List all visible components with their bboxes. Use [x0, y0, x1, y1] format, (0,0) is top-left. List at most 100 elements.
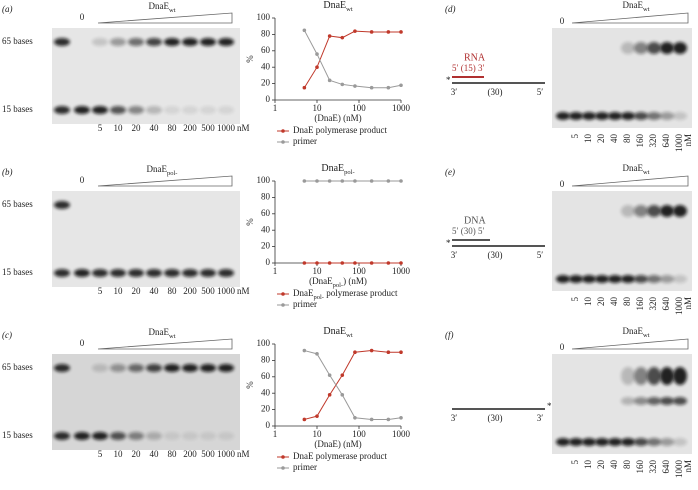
gel-band [647, 205, 661, 217]
series-line [303, 30, 401, 88]
gel-band [647, 367, 661, 385]
data-point [315, 52, 319, 56]
data-point [386, 350, 391, 355]
gel-band [128, 269, 144, 277]
gel-band [621, 397, 635, 405]
data-point [340, 35, 345, 40]
gel-band [556, 438, 570, 446]
gel-band [634, 397, 648, 405]
unit-label: nM [683, 297, 693, 310]
lane-label: 80 [168, 286, 178, 296]
data-point [399, 83, 403, 88]
chart-title-part: wt [346, 6, 353, 13]
gel-band [647, 112, 661, 120]
size-marker: 65 bases [2, 199, 33, 209]
y-tick-label: 40 [261, 61, 271, 71]
gel-band [146, 432, 162, 440]
gel-band [660, 205, 674, 217]
gel-band [164, 432, 180, 440]
lane-label: 10 [114, 449, 124, 459]
lane-label: 1000 [674, 297, 684, 316]
gel-band [110, 269, 126, 277]
panel-label: (d) [445, 4, 456, 14]
gel-band [569, 438, 583, 446]
lane-label: 320 [648, 297, 658, 311]
data-point [369, 179, 374, 183]
gel-band [146, 364, 162, 372]
data-point [327, 393, 332, 397]
gel-title: DnaEwt [623, 163, 650, 176]
gel-band [110, 364, 126, 372]
strand-end: (30) [488, 413, 503, 423]
lane-label: 320 [648, 460, 658, 474]
zero-label: 0 [80, 12, 85, 22]
zero-label: 0 [560, 16, 565, 26]
legend-label-part: primer [293, 136, 317, 146]
unit-label: nM [237, 286, 250, 296]
gradient-triangle [97, 338, 233, 350]
series-line [304, 350, 402, 420]
gel-band [660, 275, 674, 283]
legend-label-part: primer [293, 299, 317, 309]
strand-end: 3′ [451, 250, 458, 260]
lane-label: 40 [150, 449, 160, 459]
gel-title-part: pol- [167, 170, 177, 177]
data-point [386, 261, 391, 265]
lane-label: 20 [132, 286, 142, 296]
data-point [302, 417, 307, 422]
gel-band [200, 38, 216, 46]
x-tick-label: 1000 [392, 103, 411, 113]
y-tick-label: 0 [266, 420, 271, 430]
data-point [399, 179, 403, 183]
data-point [369, 417, 374, 422]
data-point [315, 261, 319, 265]
data-point [386, 85, 391, 90]
strand-end: (30) [488, 87, 503, 97]
lane-label: 40 [609, 297, 619, 307]
gel-band [200, 106, 216, 114]
data-point [369, 261, 374, 265]
gel-band [182, 269, 198, 277]
x-tick-label: 100 [352, 266, 366, 276]
gel-band [164, 269, 180, 277]
data-point [327, 34, 332, 38]
lane-label: 5 [570, 134, 580, 139]
y-tick-label: 60 [261, 208, 271, 218]
lane-label: 80 [168, 449, 178, 459]
legend-marker [281, 292, 285, 296]
x-axis-label-part: pol- [333, 282, 343, 289]
gel-band [146, 106, 162, 114]
gel-band [182, 432, 198, 440]
gel-band [608, 112, 622, 120]
gel-band [660, 112, 674, 120]
gel-band [146, 269, 162, 277]
unit-label: nM [683, 134, 693, 147]
chart-title: DnaEwt [323, 0, 352, 13]
y-tick-label: 60 [261, 371, 271, 381]
lane-label: 500 [201, 286, 215, 296]
panel-label: (b) [2, 167, 13, 177]
y-axis-label: % [245, 381, 255, 389]
x-tick-label: 10 [313, 429, 323, 439]
gel-title-part: wt [643, 332, 650, 339]
lane-label: 80 [622, 134, 632, 144]
gel-band [582, 275, 596, 283]
gel-band [218, 38, 234, 46]
lane-label: 1000 [217, 286, 236, 296]
gel-band [634, 438, 648, 446]
gradient-triangle [97, 175, 233, 187]
size-marker: 15 bases [2, 267, 33, 277]
gel-band [660, 367, 674, 385]
gel-band [621, 367, 635, 385]
gel-band [200, 269, 216, 277]
legend-label-part: DnaE polymerase product [293, 451, 387, 461]
unit-label: nM [237, 123, 250, 133]
lane-label: 640 [661, 297, 671, 311]
lane-label: 10 [583, 460, 593, 470]
legend-label-part: polymerase product [324, 288, 398, 298]
gel-band [595, 112, 609, 120]
data-point [340, 82, 345, 87]
lane-label: 40 [609, 460, 619, 470]
gel-band [595, 438, 609, 446]
